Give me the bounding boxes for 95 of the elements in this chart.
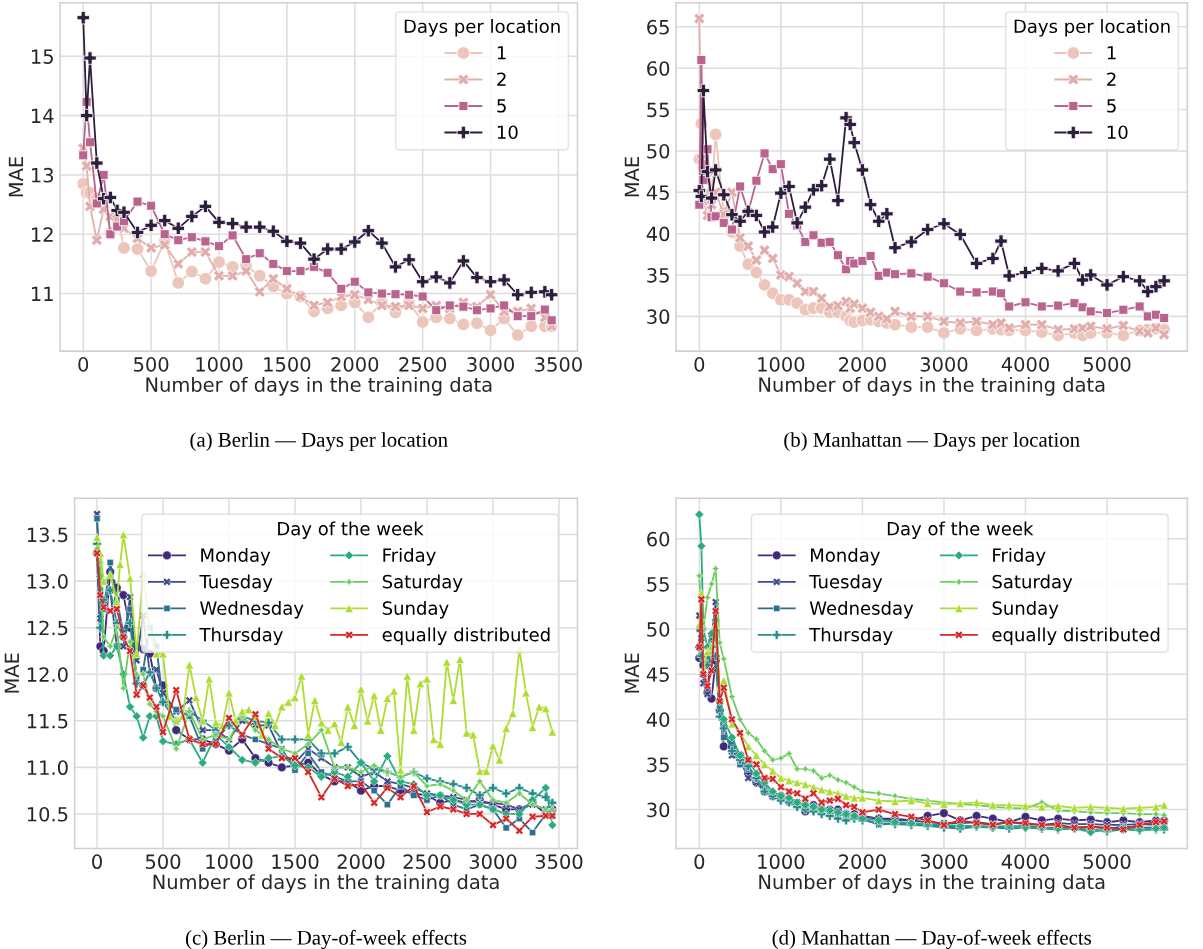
y-tick-label: 55 — [647, 102, 669, 118]
x-tick-label: 3500 — [535, 357, 582, 372]
y-tick-label: 35 — [647, 267, 669, 283]
y-tick-label: 30 — [647, 802, 670, 818]
x-axis-title: Number of days in the training data — [146, 376, 492, 396]
legend-label: Sunday — [992, 600, 1059, 619]
y-tick-label: 12 — [31, 227, 53, 242]
legend-label: 10 — [497, 125, 518, 140]
legend-label: Wednesday — [200, 600, 304, 619]
x-axis-title: Number of days in the training data — [759, 376, 1105, 396]
legend-label: Saturday — [382, 574, 463, 592]
legend-title: Day of the week — [278, 521, 424, 539]
legend-label: 10 — [1107, 125, 1128, 140]
y-axis-title: MAE — [4, 653, 19, 693]
y-tick-label: 11.5 — [27, 714, 68, 729]
legend-label: Friday — [993, 547, 1046, 566]
y-axis-title: MAE — [624, 157, 639, 197]
y-tick-label: 40 — [646, 712, 670, 728]
y-tick-label: 50 — [647, 622, 670, 637]
legend-label: 5 — [1107, 99, 1116, 113]
x-tick-label: 2000 — [839, 357, 886, 372]
y-tick-label: 30 — [647, 309, 670, 325]
x-tick-label: 2500 — [399, 357, 447, 372]
x-tick-label: 4000 — [1001, 357, 1049, 372]
x-tick-label: 3000 — [469, 854, 517, 870]
legend-title: Day of the week — [887, 521, 1034, 539]
y-tick-label: 35 — [647, 757, 669, 773]
x-tick-label: 3000 — [920, 357, 968, 372]
y-tick-label: 13.5 — [27, 527, 68, 543]
x-tick-label: 2500 — [403, 854, 451, 870]
legend-label: 1 — [1107, 46, 1116, 60]
x-tick-label: 5000 — [1083, 357, 1131, 372]
x-tick-label: 3500 — [535, 854, 583, 870]
legend-label: Saturday — [992, 574, 1073, 592]
y-tick-label: 45 — [646, 667, 669, 682]
y-tick-label: 13.0 — [27, 574, 68, 589]
x-tick-label: 0 — [78, 357, 89, 372]
y-tick-label: 15 — [31, 49, 53, 64]
text: (a) Berlin — Days per location — [190, 432, 448, 452]
y-tick-label: 14 — [31, 108, 54, 123]
x-tick-label: 3000 — [920, 854, 968, 870]
legend-label: Friday — [383, 547, 436, 566]
x-tick-label: 500 — [134, 357, 169, 372]
y-tick-label: 50 — [647, 143, 670, 159]
y-tick-label: 12.0 — [27, 667, 68, 682]
x-tick-label: 500 — [145, 854, 181, 870]
legend-label: Tuesday — [199, 574, 273, 592]
text: (c) Berlin — Day-of-week effects — [185, 929, 467, 949]
x-tick-label: 1500 — [264, 357, 311, 372]
x-tick-label: 0 — [694, 357, 705, 372]
y-tick-label: 40 — [646, 226, 670, 242]
x-tick-label: 5000 — [1083, 854, 1131, 870]
y-tick-label: 65 — [647, 19, 669, 35]
x-tick-label: 2000 — [839, 854, 886, 870]
y-axis-title: MAE — [624, 653, 639, 693]
legend-label: Sunday — [382, 600, 449, 619]
y-tick-label: 55 — [647, 577, 669, 592]
legend-label: equally distributed — [992, 627, 1160, 645]
y-tick-label: 11 — [31, 286, 53, 301]
y-axis-title: MAE — [8, 157, 24, 197]
x-tick-label: 3000 — [467, 357, 514, 372]
x-tick-label: 0 — [92, 854, 102, 870]
y-tick-label: 12.5 — [27, 620, 68, 636]
y-tick-label: 11.0 — [27, 760, 68, 776]
legend-title: Days per location — [404, 19, 560, 37]
x-tick-label: 1000 — [758, 854, 805, 870]
x-tick-label: 1000 — [206, 854, 253, 870]
legend-label: 2 — [497, 72, 506, 86]
y-tick-label: 60 — [647, 61, 670, 76]
legend-label: 5 — [497, 99, 506, 113]
legend-label: Thursday — [809, 627, 893, 645]
legend-label: Monday — [201, 547, 271, 566]
text: (d) Manhattan — Day-of-week effects — [772, 929, 1092, 949]
x-tick-label: 0 — [694, 854, 705, 870]
legend-label: Thursday — [199, 627, 283, 645]
legend-label: Tuesday — [809, 574, 883, 592]
x-axis-title: Number of days in the training data — [759, 874, 1105, 893]
y-tick-label: 45 — [646, 185, 669, 200]
x-tick-label: 2000 — [337, 854, 385, 870]
legend-label: Wednesday — [809, 600, 914, 619]
legend-label: 1 — [497, 46, 506, 60]
legend-label: Monday — [810, 547, 880, 566]
legend-title: Days per location — [1014, 19, 1170, 37]
x-tick-label: 1500 — [272, 854, 319, 870]
y-tick-label: 13 — [31, 167, 54, 183]
x-tick-label: 1000 — [196, 357, 243, 372]
legend-label: 2 — [1107, 72, 1116, 86]
x-tick-label: 1000 — [758, 357, 805, 372]
y-tick-label: 10.5 — [27, 806, 68, 822]
legend-label: equally distributed — [382, 627, 550, 645]
x-tick-label: 2000 — [331, 357, 379, 372]
text: (b) Manhattan — Days per location — [784, 432, 1080, 452]
x-axis-title: Number of days in the training data — [153, 874, 499, 893]
x-tick-label: 4000 — [1001, 854, 1049, 870]
y-tick-label: 60 — [647, 531, 670, 547]
